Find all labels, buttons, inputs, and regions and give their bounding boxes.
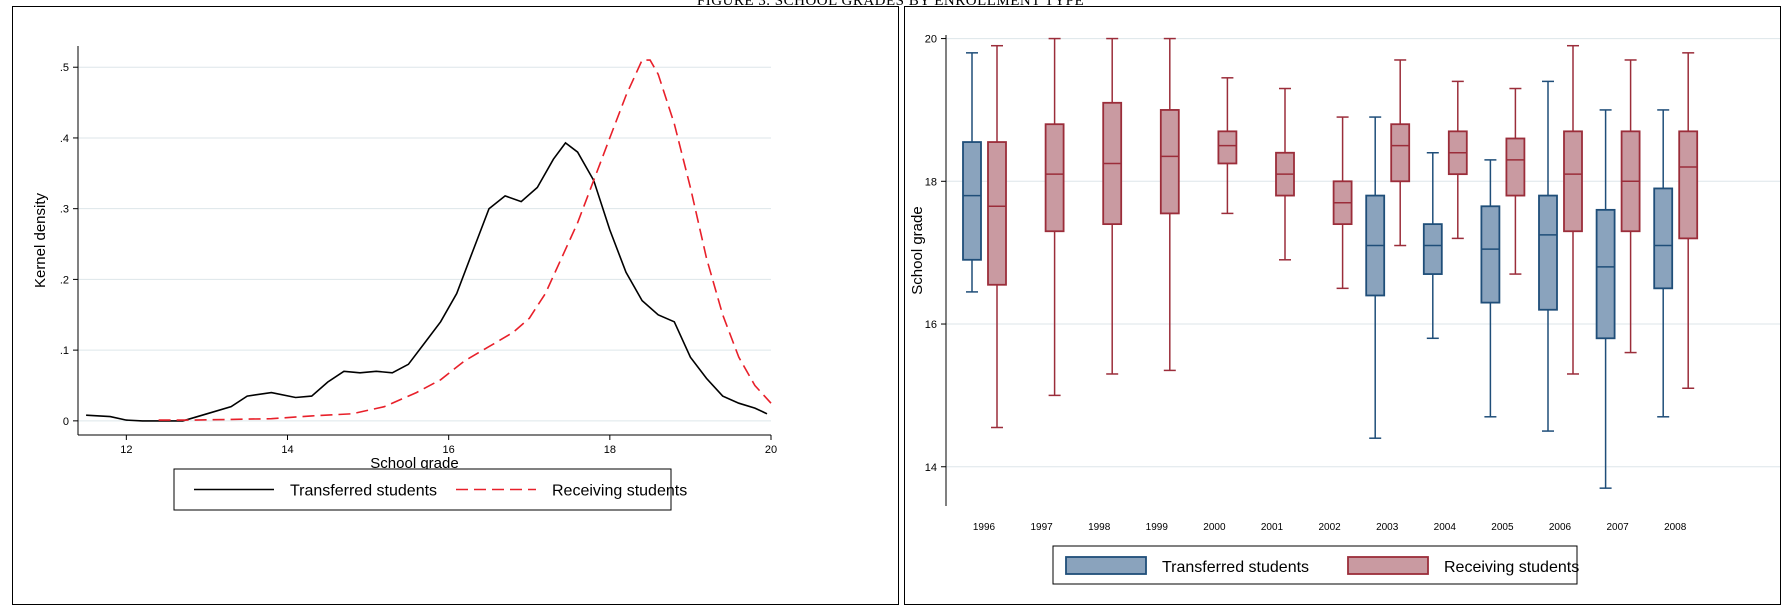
box-iqr xyxy=(1595,208,1616,340)
box-iqr xyxy=(1563,130,1583,233)
box-iqr xyxy=(962,141,982,261)
y-tick-label: 18 xyxy=(925,176,937,188)
legend-label: Transferred students xyxy=(1162,559,1309,576)
y-tick-label: 16 xyxy=(925,319,937,331)
box-iqr xyxy=(1538,194,1558,311)
x-tick-label: 12 xyxy=(120,444,132,456)
x-tick-label: 2004 xyxy=(1434,522,1457,533)
legend-swatch-receiving xyxy=(1347,556,1429,575)
receiving-box-2002 xyxy=(1332,116,1353,290)
receiving-box-2008 xyxy=(1678,52,1699,389)
transferred-box-2007 xyxy=(1595,109,1616,489)
x-tick-label: 1999 xyxy=(1146,522,1169,533)
x-tick-label: 2003 xyxy=(1376,522,1399,533)
box-iqr xyxy=(1217,130,1238,165)
transferred-box-1996 xyxy=(962,52,982,293)
x-tick-label: 2008 xyxy=(1664,522,1687,533)
receiving-box-2007 xyxy=(1620,59,1641,354)
x-tick-label: 2000 xyxy=(1203,522,1226,533)
x-tick-label: 2002 xyxy=(1318,522,1341,533)
box-iqr xyxy=(1159,109,1180,215)
transferred-box-2003 xyxy=(1365,116,1386,439)
receiving-box-2006 xyxy=(1563,44,1583,375)
box-iqr xyxy=(1505,137,1526,197)
y-tick-label: .5 xyxy=(60,62,69,74)
y-tick-label: .3 xyxy=(60,204,69,216)
legend-label: Transferred students xyxy=(290,483,437,500)
box-iqr xyxy=(1653,187,1674,290)
receiving-box-2005 xyxy=(1505,87,1526,275)
x-tick-label: 20 xyxy=(765,444,777,456)
transferred-density-line xyxy=(86,141,768,422)
receiving-box-2004 xyxy=(1447,80,1468,240)
x-tick-label: 1998 xyxy=(1088,522,1111,533)
y-tick-label: .2 xyxy=(60,274,69,286)
box-iqr xyxy=(1422,223,1443,275)
receiving-box-2000 xyxy=(1217,77,1238,215)
x-tick-label: 18 xyxy=(604,444,616,456)
kernel-density-panel: 0 .1 .2 .3 .4 .5 12 14 16 18 20 School grade Kernel … xyxy=(12,6,899,605)
receiving-box-1998 xyxy=(1102,37,1123,375)
x-tick-label: 2006 xyxy=(1549,522,1572,533)
receiving-box-1999 xyxy=(1159,37,1180,372)
x-tick-label: 2001 xyxy=(1261,522,1284,533)
transferred-box-2005 xyxy=(1480,159,1501,418)
box-iqr xyxy=(1044,123,1065,233)
y-tick-label: 0 xyxy=(63,416,69,428)
x-tick-label: 1997 xyxy=(1030,522,1053,533)
kernel-density-chart: 0 .1 .2 .3 .4 .5 12 14 16 18 20 School grade Kernel … xyxy=(32,46,777,511)
boxplot-chart: 14 16 18 20 School grade 1996 1997 1998 1999 2000… xyxy=(909,34,1780,585)
transferred-box-2008 xyxy=(1653,109,1674,418)
legend-swatch-transferred xyxy=(1065,556,1147,575)
receiving-box-1996 xyxy=(987,44,1007,429)
x-tick-label: 16 xyxy=(443,444,455,456)
receiving-box-2001 xyxy=(1275,87,1295,261)
x-axis-label: School grade xyxy=(370,455,458,472)
y-tick-label: .1 xyxy=(60,345,69,357)
y-axis-label: Kernel density xyxy=(32,192,49,288)
receiving-density-line xyxy=(158,59,772,421)
box-iqr xyxy=(987,141,1007,286)
box-iqr xyxy=(1480,205,1501,304)
boxplot-panel: 14 16 18 20 School grade 1996 1997 1998 1999 2000… xyxy=(904,6,1781,605)
y-tick-label: 14 xyxy=(925,462,937,474)
receiving-box-1997 xyxy=(1044,37,1065,397)
receiving-box-2003 xyxy=(1390,59,1411,247)
x-tick-label: 14 xyxy=(281,444,293,456)
legend-label: Receiving students xyxy=(552,483,687,500)
legend-label: Receiving students xyxy=(1444,559,1579,576)
y-tick-label: 20 xyxy=(925,34,937,46)
x-tick-label: 1996 xyxy=(973,522,996,533)
transferred-box-2006 xyxy=(1538,80,1558,432)
box-iqr xyxy=(1390,123,1411,183)
y-axis-label: School grade xyxy=(909,206,926,294)
x-tick-label: 2005 xyxy=(1491,522,1514,533)
x-tick-label: 2007 xyxy=(1606,522,1629,533)
box-iqr xyxy=(1678,130,1699,240)
transferred-box-2004 xyxy=(1422,152,1443,340)
figure-title: FIGURE 3. SCHOOL GRADES BY ENROLLMENT TY… xyxy=(696,0,1085,9)
y-tick-label: .4 xyxy=(60,133,69,145)
